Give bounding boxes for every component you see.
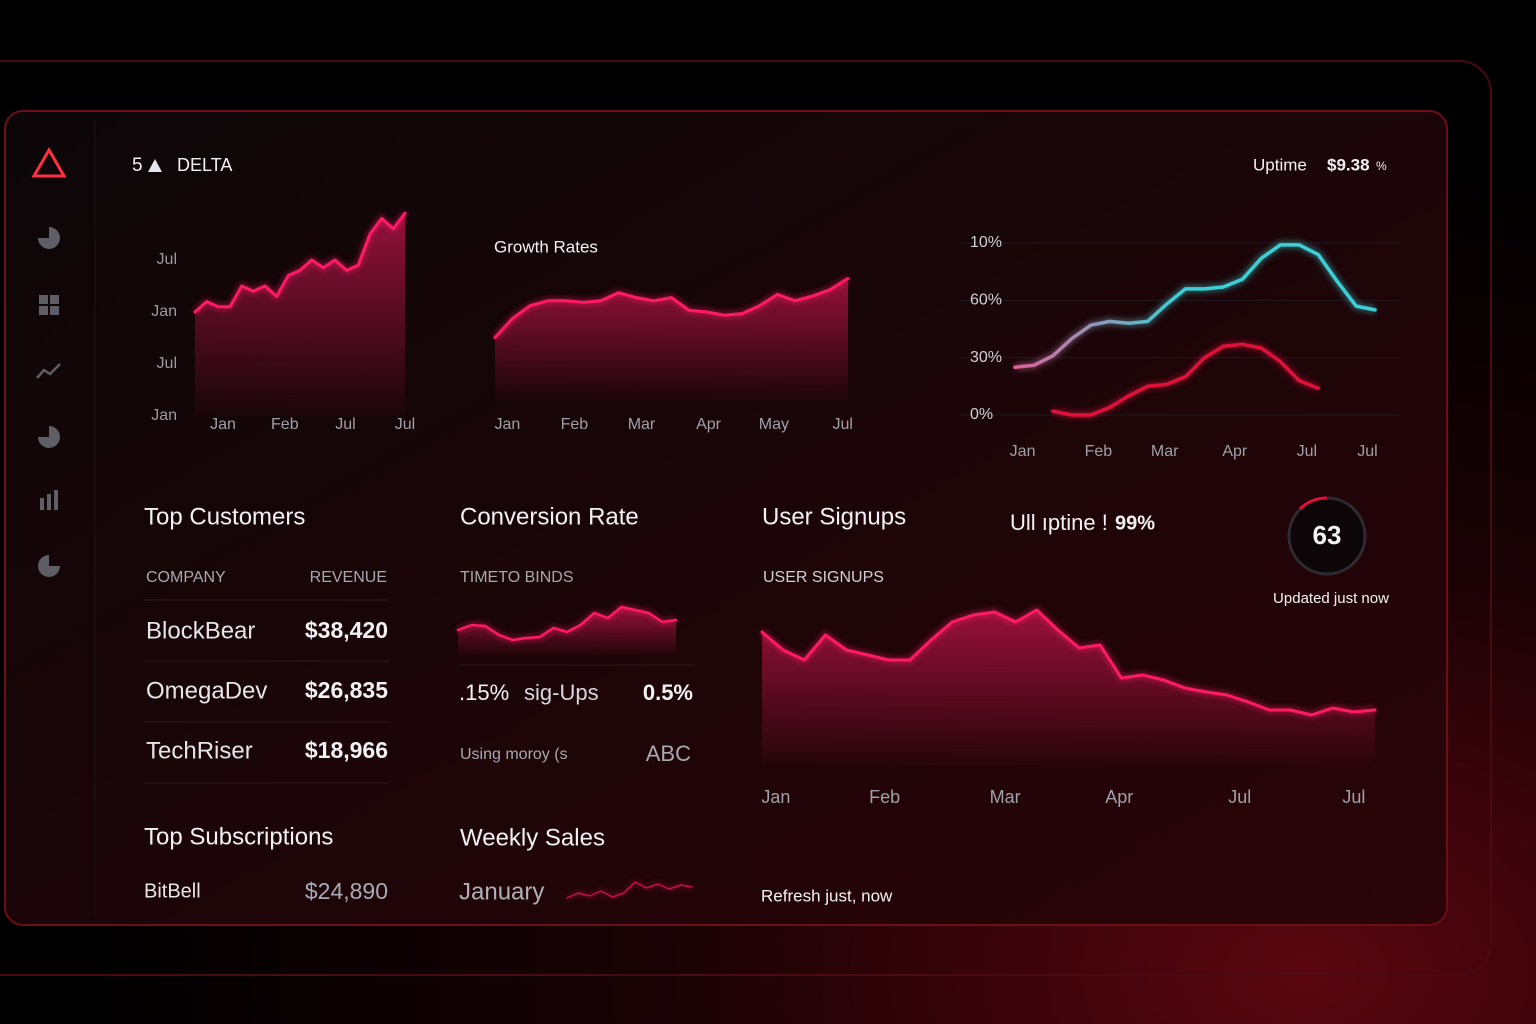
uptime-value: 99% [1115, 512, 1155, 534]
company: TechRiser [146, 737, 253, 764]
rate-value: 0.5% [643, 680, 693, 705]
chart-subtitle: USER SIGNUPS [763, 569, 884, 586]
x-tick-label: Jan [494, 416, 520, 433]
revenue: $18,966 [305, 737, 388, 763]
note-value: ABC [646, 741, 691, 766]
area-fill [762, 610, 1375, 765]
month: January [459, 878, 544, 905]
subscription-value: $24,890 [305, 878, 388, 904]
brand-number: 5 [132, 155, 143, 176]
logo-icon [31, 146, 67, 178]
uptime-label: Ull ıptine ! [1010, 510, 1108, 535]
nav-grid[interactable] [39, 295, 59, 315]
refresh-note: Refresh just, now [761, 886, 893, 905]
area-fill [195, 213, 405, 416]
column-header: REVENUE [310, 569, 387, 586]
column-header: COMPANY [146, 569, 226, 586]
x-tick-label: Jul [1357, 443, 1377, 460]
y-tick-label: 10% [970, 234, 1002, 251]
revenue: $26,835 [305, 677, 388, 703]
x-tick-label: Mar [990, 787, 1021, 807]
rate: .15% [459, 680, 509, 705]
x-tick-label: Jul [1297, 443, 1317, 460]
y-tick-label: Jan [151, 303, 177, 320]
y-tick-label: 0% [970, 406, 993, 423]
updated-note: Updated just now [1273, 590, 1389, 607]
company: OmegaDev [146, 677, 267, 704]
y-tick-label: 60% [970, 292, 1002, 309]
x-tick-label: Apr [696, 416, 722, 433]
y-tick-label: Jan [151, 407, 177, 424]
nav-bars[interactable] [40, 490, 58, 510]
sidebar [31, 146, 67, 577]
nav-donut[interactable] [38, 555, 60, 577]
x-tick-label: Jan [210, 416, 236, 433]
x-tick-label: Feb [1085, 443, 1113, 460]
uptime-label: Uptime [1253, 155, 1307, 174]
line [493, 276, 850, 340]
nav-pie[interactable] [38, 426, 60, 448]
x-tick-label: Jul [1342, 787, 1365, 807]
line [760, 608, 1377, 717]
line [456, 605, 678, 642]
x-tick-label: Mar [628, 416, 656, 433]
x-tick-label: Jul [1228, 787, 1251, 807]
nav-trend[interactable] [36, 363, 61, 379]
x-tick-label: Jan [761, 787, 790, 807]
x-tick-label: Mar [1151, 443, 1179, 460]
rate-label: sig-Ups [524, 680, 599, 705]
x-tick-label: Feb [271, 416, 299, 433]
y-tick-label: Jul [157, 251, 177, 268]
company: BlockBear [146, 617, 255, 644]
card-title: Top Customers [144, 503, 305, 530]
x-tick-label: Jul [395, 416, 415, 433]
revenue: $38,420 [305, 617, 388, 643]
chart-title: Growth Rates [494, 237, 598, 256]
area-fill [458, 607, 676, 655]
card-title: Conversion Rate [460, 503, 639, 530]
line [193, 211, 407, 314]
line [1051, 342, 1320, 417]
brand-icon [148, 159, 162, 172]
x-tick-label: Jul [335, 416, 355, 433]
brand-name: DELTA [177, 155, 232, 175]
x-tick-label: Apr [1105, 787, 1133, 807]
card-title: User Signups [762, 503, 906, 530]
x-tick-label: Apr [1222, 443, 1248, 460]
note: Using moroy (s [460, 746, 568, 763]
line [1013, 243, 1377, 369]
line [566, 881, 693, 899]
subscription-name: BitBell [144, 880, 201, 902]
x-tick-label: Jan [1010, 443, 1036, 460]
x-tick-label: Jul [832, 416, 852, 433]
uptime-value: $9.38 [1327, 155, 1370, 174]
y-tick-label: 30% [970, 349, 1002, 366]
card-title: Weekly Sales [460, 824, 605, 851]
card-title: Top Subscriptions [144, 823, 333, 850]
outer-frame [0, 60, 1492, 976]
x-tick-label: Feb [869, 787, 900, 807]
x-tick-label: Feb [561, 416, 589, 433]
metric-label: TIMETO BINDS [460, 569, 574, 586]
y-tick-label: Jul [157, 355, 177, 372]
x-tick-label: May [759, 416, 789, 433]
gauge-value: 63 [1313, 520, 1342, 550]
nav-pie[interactable] [38, 227, 60, 249]
uptime-unit: % [1376, 159, 1387, 173]
gauge-arc [1298, 496, 1328, 511]
